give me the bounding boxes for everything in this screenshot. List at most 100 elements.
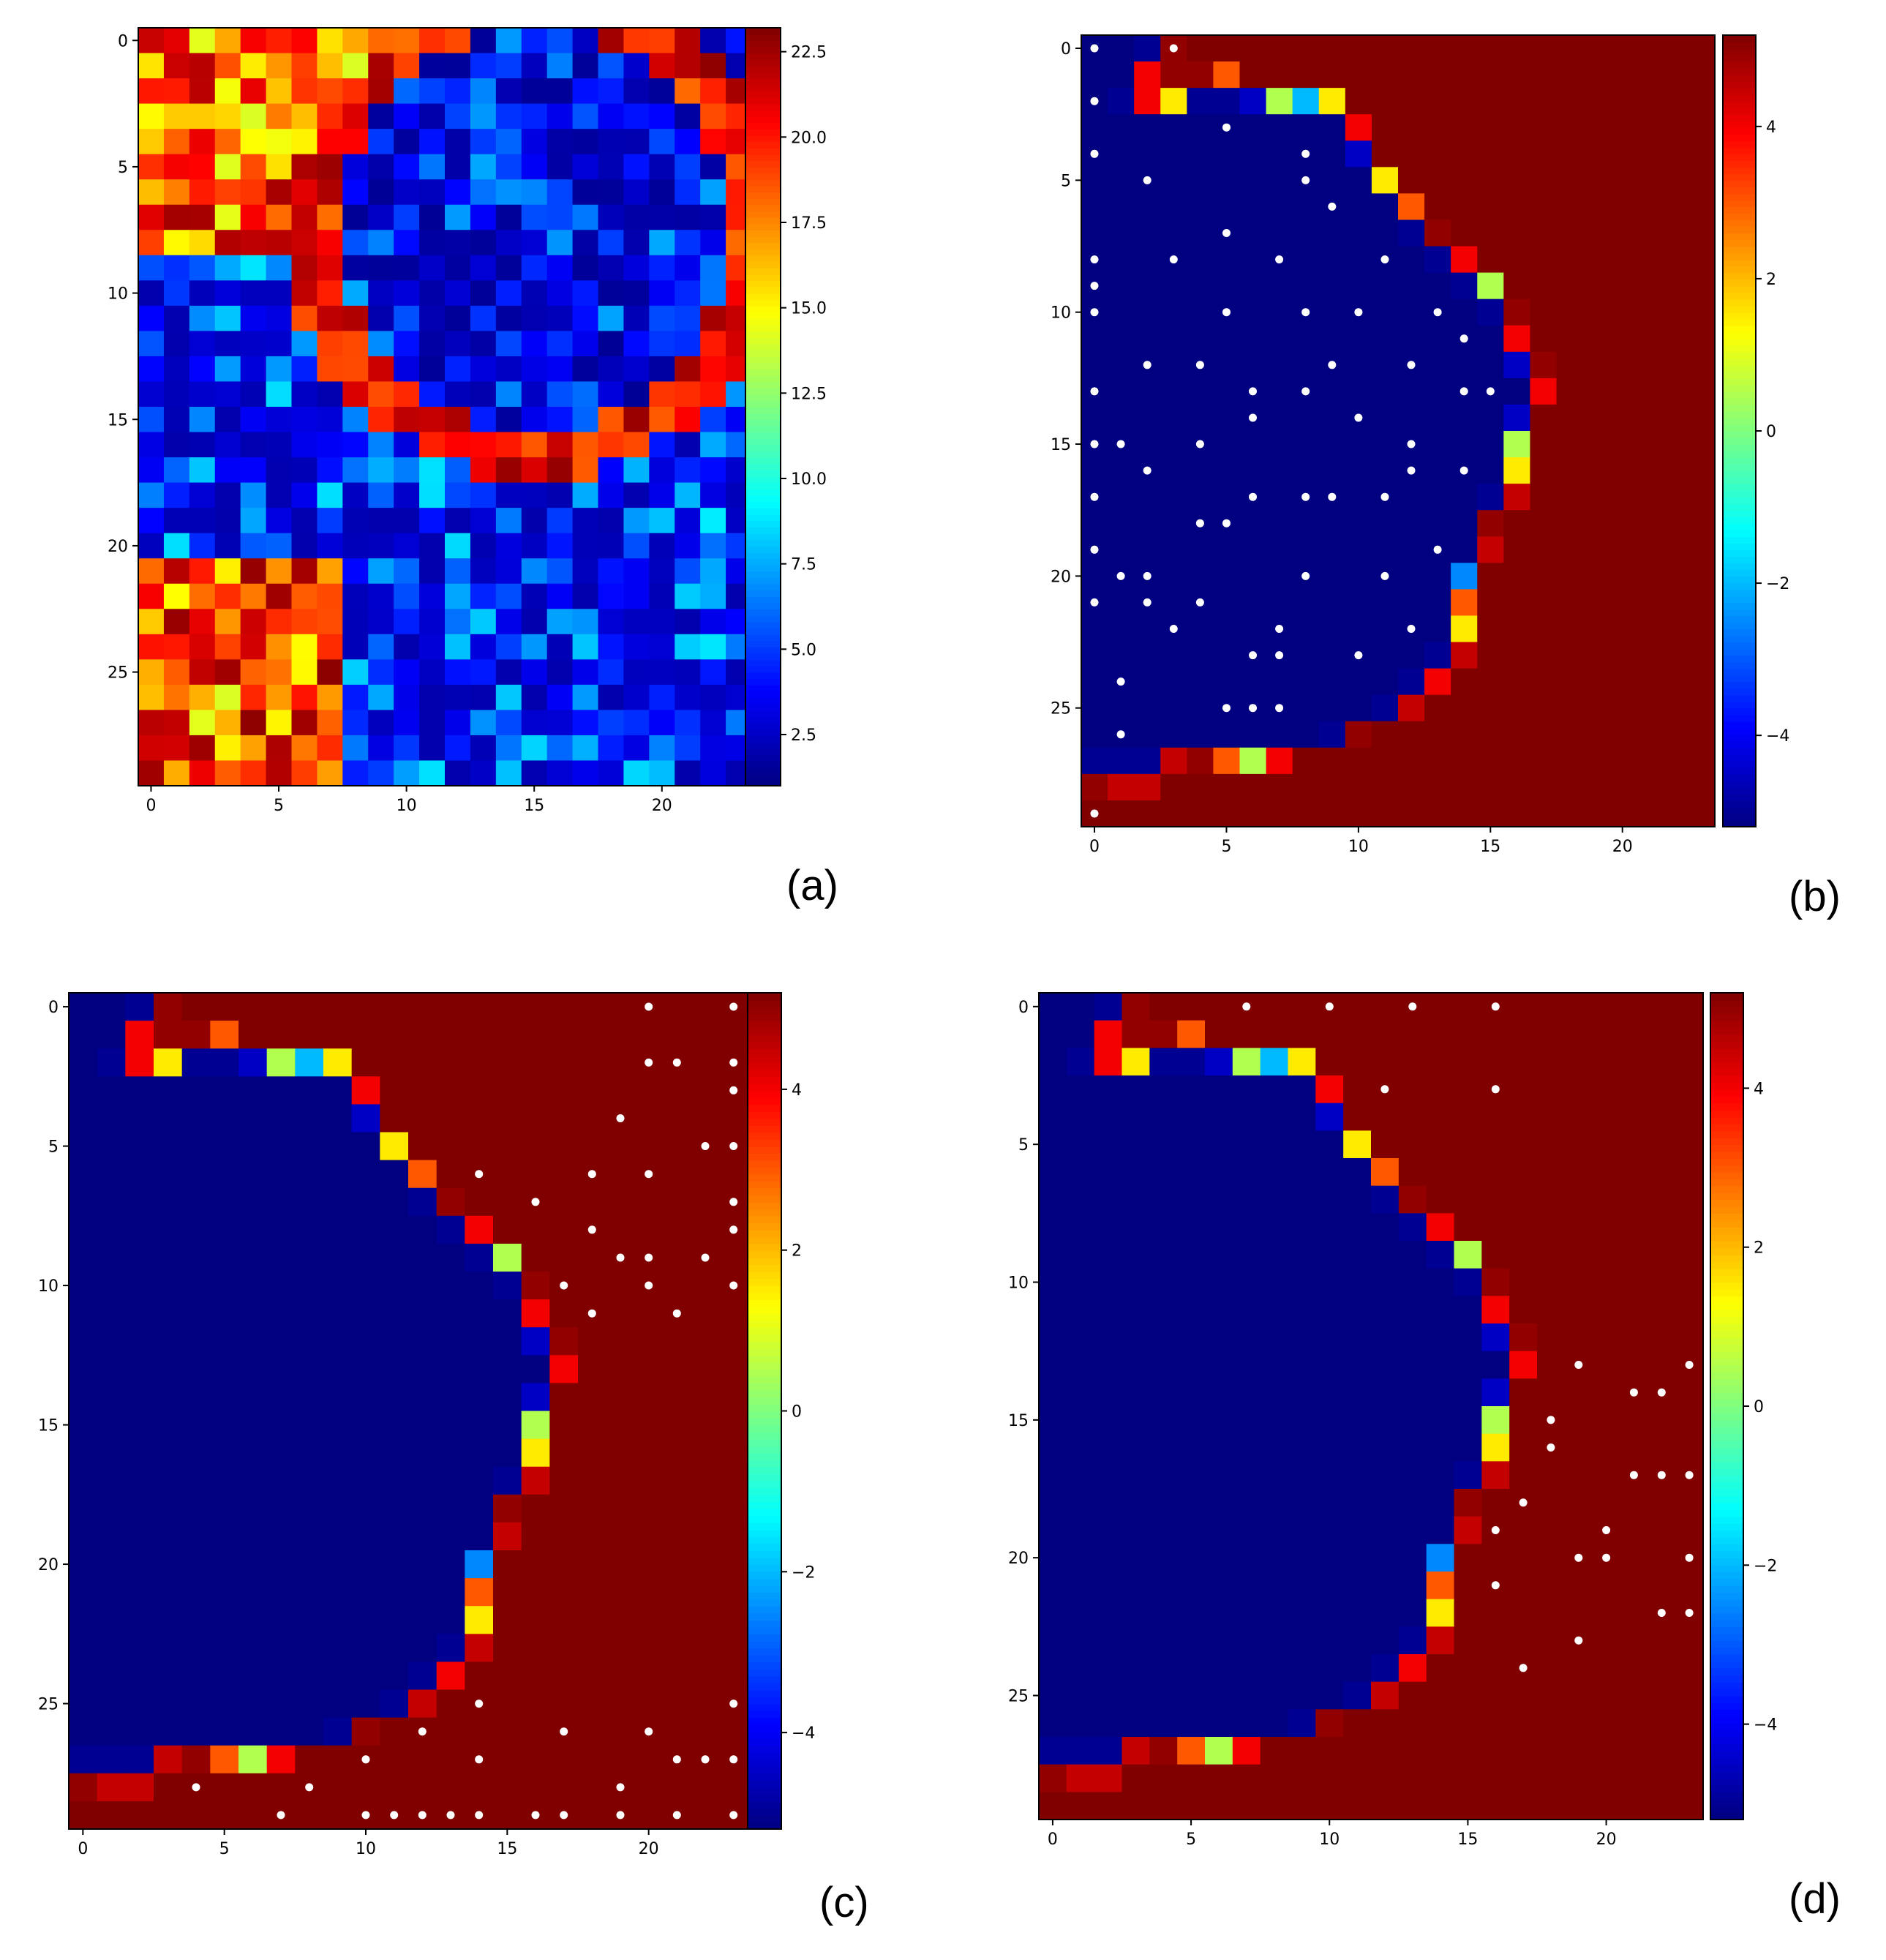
colorbar-segment [1710, 1006, 1743, 1015]
heatmap-cell [342, 28, 369, 54]
heatmap-cell [125, 1021, 154, 1049]
heatmap-cell [154, 1717, 183, 1746]
heatmap-cell [214, 558, 241, 585]
heatmap-cell [572, 684, 599, 710]
heatmap-cell [465, 1550, 494, 1579]
heatmap-cell [1537, 1681, 1566, 1710]
heatmap-cell [240, 129, 267, 155]
heatmap-cell [623, 735, 650, 762]
heatmap-cell [572, 103, 599, 129]
heatmap-cell [521, 1634, 550, 1662]
colorbar-segment [1723, 364, 1756, 372]
heatmap-cell [1509, 1103, 1538, 1131]
x-tick-label: 15 [497, 1840, 517, 1858]
heatmap-cell [470, 129, 497, 155]
heatmap-cell [1688, 114, 1716, 141]
heatmap-cell [1039, 1378, 1067, 1407]
colorbar-segment [745, 482, 781, 490]
heatmap-cell [1537, 1048, 1566, 1076]
heatmap-cell [1149, 1709, 1178, 1738]
heatmap-cell [238, 1160, 268, 1189]
heatmap-cell [700, 760, 726, 786]
heatmap-cell [1503, 457, 1531, 484]
heatmap-cell [1149, 1185, 1178, 1214]
heatmap-cell [394, 684, 420, 710]
heatmap-cell [1239, 88, 1267, 115]
heatmap-cell [493, 1104, 522, 1133]
heatmap-cell [1398, 747, 1425, 775]
colorbar-segment [748, 1383, 781, 1391]
heatmap-cell [1108, 246, 1135, 274]
heatmap-cell [1424, 615, 1451, 643]
heatmap-cell [1288, 1323, 1316, 1352]
heatmap-cell [1454, 1489, 1482, 1517]
heatmap-cell [1213, 747, 1241, 775]
heatmap-cell [1205, 1737, 1233, 1765]
heatmap-cell [598, 103, 625, 129]
heatmap-cell [675, 432, 701, 458]
heatmap-cell [138, 457, 165, 484]
heatmap-cell [546, 305, 574, 331]
heatmap-cell [521, 204, 548, 230]
heatmap-cell [408, 1187, 437, 1217]
marker-point [1090, 255, 1099, 264]
heatmap-cell [408, 1021, 437, 1049]
colorbar-segment [1710, 1337, 1743, 1345]
heatmap-cell [1451, 721, 1478, 748]
colorbar-segment [1723, 55, 1756, 62]
colorbar-segment [748, 1640, 781, 1649]
heatmap-cell [649, 154, 675, 180]
heatmap-cell [1318, 272, 1346, 300]
heatmap-cell [181, 1299, 211, 1328]
heatmap-cell [1094, 1268, 1123, 1296]
heatmap-cell [691, 1662, 720, 1691]
heatmap-cell [181, 1076, 211, 1105]
heatmap-cell [436, 1550, 465, 1579]
heatmap-cell [1239, 431, 1267, 458]
marker-point [1116, 440, 1125, 448]
heatmap-cell [598, 305, 625, 331]
heatmap-cell [572, 710, 599, 736]
heatmap-cell [1108, 510, 1135, 537]
panel-a: 0 5 10 15 2005101520252.55.07.510.012.515.01… [108, 27, 827, 815]
heatmap-cell [342, 659, 369, 686]
heatmap-cell [675, 154, 701, 180]
heatmap-cell [1260, 1737, 1289, 1765]
heatmap-cell [1318, 589, 1346, 617]
heatmap-cell [189, 230, 216, 256]
colorbar-segment [1723, 187, 1756, 195]
heatmap-cell [394, 457, 420, 484]
colorbar-segment [1710, 1419, 1743, 1428]
heatmap-cell [1620, 1572, 1648, 1600]
colorbar-segment [748, 1592, 781, 1600]
colorbar-segment [1710, 1123, 1743, 1132]
heatmap-cell [1187, 219, 1214, 247]
heatmap-cell [493, 1662, 522, 1691]
x-tick-label: 0 [1089, 838, 1100, 856]
colorbar-segment [1710, 1675, 1743, 1683]
heatmap-cell [240, 280, 267, 307]
marker-point [390, 1811, 399, 1820]
heatmap-cell [1509, 993, 1538, 1021]
marker-point [418, 1727, 427, 1736]
heatmap-cell [1398, 484, 1425, 511]
colorbar-segment [748, 1132, 781, 1140]
heatmap-cell [1454, 1599, 1482, 1627]
heatmap-cell [1232, 1130, 1261, 1159]
heatmap-cell [549, 1187, 579, 1217]
heatmap-cell [1371, 1489, 1400, 1517]
heatmap-cell [138, 331, 165, 357]
heatmap-cell [1343, 1130, 1372, 1159]
heatmap-cell [1187, 615, 1214, 643]
heatmap-cell [719, 1383, 748, 1412]
heatmap-cell [436, 1689, 465, 1719]
heatmap-cell [1232, 1433, 1261, 1462]
y-tick-label: 15 [38, 1417, 59, 1435]
heatmap-cell [1537, 1792, 1566, 1820]
heatmap-cell [125, 993, 154, 1021]
heatmap-cell [295, 1383, 324, 1412]
heatmap-cell [1635, 510, 1663, 537]
heatmap-cell [675, 508, 701, 534]
heatmap-cell [408, 1076, 437, 1105]
heatmap-cell [649, 53, 675, 79]
